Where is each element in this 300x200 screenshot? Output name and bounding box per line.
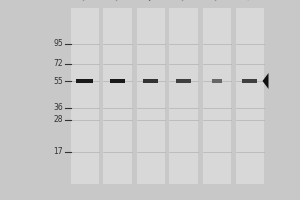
Bar <box>110 79 125 83</box>
Bar <box>236 8 264 184</box>
Bar <box>70 8 99 184</box>
Text: H.brain: H.brain <box>210 0 236 2</box>
Bar <box>212 79 222 83</box>
Text: 72: 72 <box>53 60 63 68</box>
Bar <box>176 79 191 83</box>
Text: 55: 55 <box>53 76 63 86</box>
Bar <box>103 8 132 184</box>
Text: 293: 293 <box>144 0 161 2</box>
Bar <box>136 8 165 184</box>
Text: H.kidney: H.kidney <box>243 0 274 2</box>
Text: K562: K562 <box>111 0 131 2</box>
Text: 17: 17 <box>53 148 63 156</box>
Text: H.testis: H.testis <box>177 0 204 2</box>
Text: Hela: Hela <box>78 0 97 2</box>
Text: 28: 28 <box>53 116 63 124</box>
Bar <box>202 8 231 184</box>
Bar <box>143 79 158 83</box>
Text: 36: 36 <box>53 104 63 112</box>
Bar <box>76 79 93 83</box>
Bar <box>169 8 198 184</box>
Bar <box>242 79 257 83</box>
Polygon shape <box>262 73 268 89</box>
Text: 95: 95 <box>53 40 63 48</box>
